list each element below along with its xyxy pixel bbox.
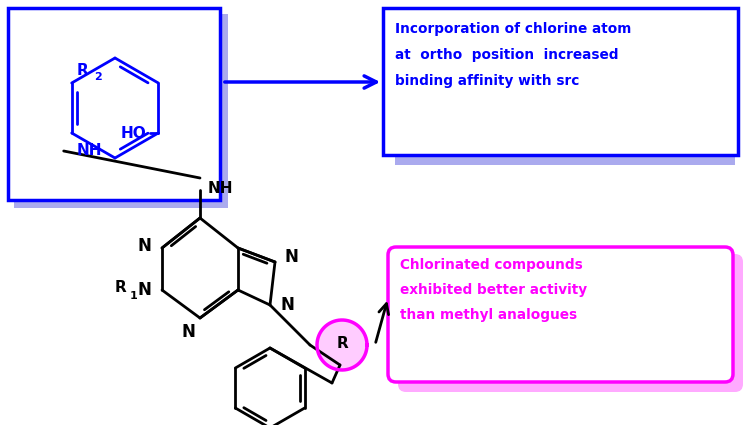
Text: 1: 1 (130, 291, 138, 301)
Text: N: N (285, 248, 299, 266)
Text: binding affinity with src: binding affinity with src (395, 74, 580, 88)
Text: than methyl analogues: than methyl analogues (400, 308, 577, 322)
Text: HO: HO (121, 125, 146, 141)
Text: at  ortho  position  increased: at ortho position increased (395, 48, 618, 62)
Text: exhibited better activity: exhibited better activity (400, 283, 587, 297)
Text: N: N (280, 296, 294, 314)
Text: R: R (336, 335, 348, 351)
Polygon shape (383, 8, 738, 155)
Text: NH: NH (208, 181, 234, 196)
Text: R: R (114, 280, 126, 295)
Polygon shape (395, 12, 735, 165)
Text: 2: 2 (94, 72, 101, 82)
Text: R: R (77, 63, 89, 78)
Text: N: N (181, 323, 195, 341)
Text: NH: NH (77, 143, 102, 158)
Text: Incorporation of chlorine atom: Incorporation of chlorine atom (395, 22, 632, 36)
Polygon shape (8, 8, 220, 200)
Circle shape (317, 320, 367, 370)
FancyBboxPatch shape (388, 247, 733, 382)
Text: N: N (137, 237, 151, 255)
Polygon shape (14, 14, 228, 208)
FancyBboxPatch shape (398, 254, 743, 392)
Text: Chlorinated compounds: Chlorinated compounds (400, 258, 583, 272)
Text: N: N (137, 281, 151, 299)
